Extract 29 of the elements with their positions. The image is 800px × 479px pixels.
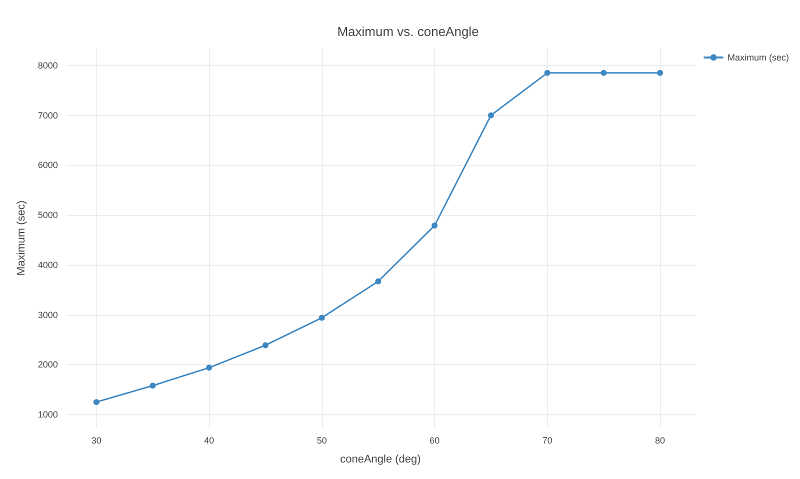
y-tick-label: 5000 [38,210,58,220]
y-tick-label: 4000 [38,260,58,270]
chart-title: Maximum vs. coneAngle [337,24,479,39]
point [93,399,100,406]
y-tick-label: 8000 [38,60,58,70]
point [206,364,212,371]
legend-label: Maximum (sec) [728,52,790,62]
point [657,70,664,76]
x-tick-label: 30 [91,436,102,446]
y-tick-label: 6000 [38,160,58,170]
point [600,70,607,76]
x-tick-label: 80 [655,436,666,446]
x-tick-label: 60 [430,436,440,446]
point [318,314,325,321]
x-tick-label: 50 [316,436,327,446]
y-axis-title: Maximum (sec) [16,200,28,276]
y-tick-label: 3000 [38,310,58,320]
point [432,222,438,229]
y-tick-label: 2000 [38,360,58,370]
x-tick-label: 40 [204,436,214,446]
point [544,70,550,76]
x-tick-label: 70 [542,436,552,446]
x-axis-title: coneAngle (deg) [340,454,421,466]
y-tick-label: 1000 [38,410,58,420]
point [375,278,382,284]
point [488,112,494,118]
point [150,382,156,389]
point [262,342,268,348]
y-tick-label: 7000 [38,110,58,120]
